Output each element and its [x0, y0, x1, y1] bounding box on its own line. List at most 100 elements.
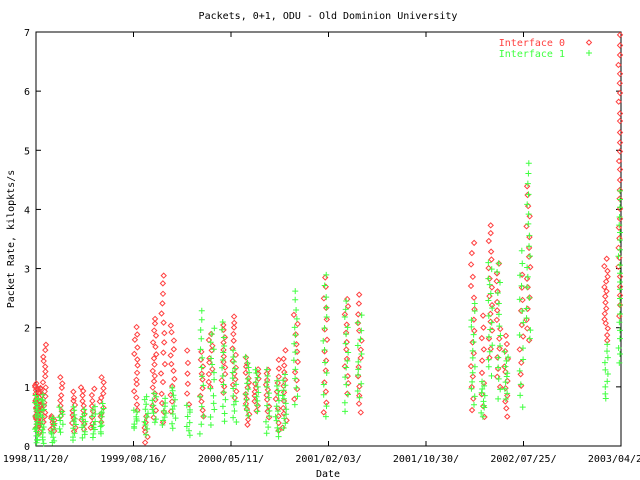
data-point	[144, 425, 151, 432]
data-point	[141, 424, 148, 432]
data-point	[616, 319, 623, 326]
data-point	[159, 290, 167, 298]
data-point	[470, 316, 478, 323]
legend-label-interface-0: Interface 0	[499, 38, 565, 49]
data-point	[34, 436, 41, 443]
data-point	[601, 262, 608, 270]
data-point	[471, 308, 478, 315]
data-point	[219, 357, 226, 364]
data-point	[320, 409, 327, 416]
data-point	[469, 373, 477, 380]
data-point	[524, 284, 531, 291]
data-point	[32, 399, 39, 406]
data-point	[292, 349, 299, 356]
data-point	[242, 391, 249, 398]
data-point	[32, 392, 39, 399]
data-point	[41, 373, 49, 380]
data-point	[158, 399, 166, 407]
data-point	[343, 381, 350, 388]
data-point	[198, 307, 205, 314]
data-point	[485, 363, 492, 370]
data-point	[171, 396, 178, 403]
data-point	[615, 61, 622, 69]
data-point	[497, 386, 504, 393]
data-point	[487, 290, 494, 297]
data-point	[134, 409, 141, 416]
data-point	[504, 392, 511, 399]
legend-label-interface-1: Interface 1	[499, 49, 565, 60]
data-point	[222, 396, 229, 403]
data-point	[242, 353, 249, 360]
data-point	[293, 385, 301, 393]
data-point	[158, 390, 165, 398]
data-point	[91, 403, 98, 410]
data-point	[617, 187, 623, 194]
data-point	[280, 410, 287, 417]
data-point	[233, 388, 240, 395]
data-point	[292, 366, 299, 373]
data-point	[87, 424, 94, 431]
data-point	[149, 406, 156, 413]
data-point	[470, 350, 478, 357]
data-point	[70, 403, 77, 410]
data-point	[526, 243, 533, 250]
data-point	[40, 401, 47, 408]
data-point	[471, 300, 478, 307]
data-point	[254, 408, 261, 415]
data-point	[291, 395, 298, 403]
data-point	[159, 422, 166, 429]
data-point	[487, 318, 494, 325]
data-point	[89, 420, 96, 427]
data-point	[602, 320, 609, 327]
data-point	[354, 387, 361, 394]
data-point	[341, 314, 348, 320]
data-point	[97, 428, 104, 435]
data-point	[275, 365, 283, 372]
data-point	[497, 279, 504, 286]
data-point	[98, 410, 105, 417]
data-point	[470, 338, 477, 345]
data-point	[59, 380, 66, 387]
data-point	[265, 414, 273, 421]
data-point	[133, 394, 140, 401]
data-point	[207, 330, 215, 338]
data-point	[33, 406, 40, 413]
data-point	[616, 129, 624, 136]
data-point	[497, 325, 504, 333]
data-point	[497, 342, 504, 349]
data-point	[494, 269, 501, 276]
data-point	[488, 266, 495, 273]
data-point	[526, 232, 533, 239]
data-point	[358, 380, 365, 387]
y-axis: 0 1 2 3 4 5 6 7	[24, 28, 621, 453]
data-point	[355, 400, 363, 407]
data-point	[524, 325, 531, 332]
data-point	[230, 353, 237, 360]
data-point	[617, 204, 623, 211]
data-point	[601, 316, 608, 323]
data-point	[489, 305, 496, 312]
data-point	[503, 357, 510, 364]
data-point	[233, 419, 240, 426]
data-point	[130, 388, 138, 395]
data-point	[252, 379, 259, 386]
x-tick-label: 2000/05/11/	[198, 454, 264, 465]
data-point	[485, 333, 492, 340]
data-point	[294, 393, 301, 400]
data-point	[133, 323, 140, 331]
data-point	[263, 430, 270, 437]
data-point	[199, 385, 206, 392]
data-point	[56, 404, 63, 411]
data-point	[220, 353, 228, 360]
data-point	[503, 405, 510, 412]
data-point	[478, 369, 486, 377]
data-point	[245, 364, 252, 371]
data-point	[616, 176, 624, 184]
data-point	[170, 346, 178, 353]
data-point	[283, 411, 290, 418]
data-point	[505, 354, 512, 361]
data-point	[220, 349, 227, 356]
data-point	[262, 418, 269, 425]
data-point	[77, 384, 85, 391]
data-point	[323, 403, 330, 410]
